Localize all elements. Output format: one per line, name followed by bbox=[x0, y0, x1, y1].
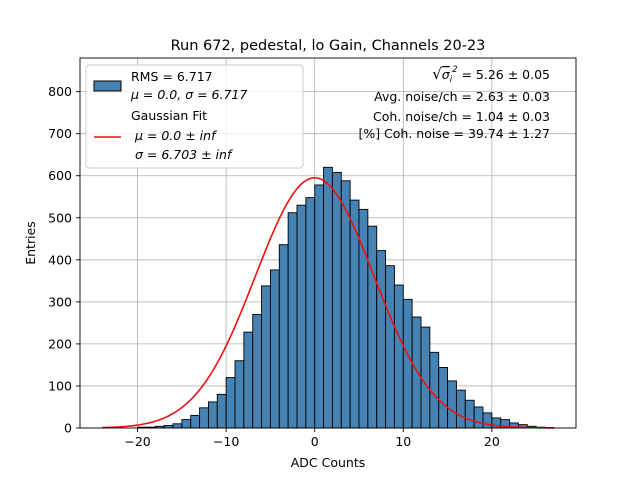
y-tick-label: 800 bbox=[48, 84, 72, 99]
legend-swatch-histogram bbox=[93, 80, 122, 92]
histogram-bar bbox=[447, 380, 457, 429]
x-tick-label: 20 bbox=[484, 434, 500, 449]
annotation-coh-noise: Coh. noise/ch = 1.04 ± 0.03 bbox=[373, 109, 550, 124]
histogram-bar bbox=[323, 166, 333, 429]
histogram-bar bbox=[181, 419, 192, 429]
histogram-bar bbox=[376, 250, 387, 429]
y-tick-label: 500 bbox=[48, 210, 72, 225]
histogram-bar bbox=[340, 180, 351, 429]
x-axis-label: ADC Counts bbox=[291, 455, 366, 470]
gaussian-fit-curve bbox=[102, 177, 554, 429]
histogram-bar bbox=[296, 204, 307, 429]
histogram-bar bbox=[455, 389, 466, 429]
legend-label-fit: Gaussian Fit bbox=[131, 108, 207, 123]
histogram-bar bbox=[314, 184, 325, 429]
histogram-bar bbox=[207, 401, 218, 429]
chart-title: Run 672, pedestal, lo Gain, Channels 20-… bbox=[171, 38, 486, 54]
histogram-bar bbox=[411, 316, 422, 429]
annotation-avg-noise: Avg. noise/ch = 2.63 ± 0.03 bbox=[374, 89, 550, 104]
legend-label-mu-sigma: μ = 0.0, σ = 6.717 bbox=[130, 87, 247, 102]
histogram-bar bbox=[420, 326, 431, 429]
histogram-bar bbox=[367, 225, 378, 429]
histogram-bar bbox=[190, 414, 201, 429]
histogram-bar bbox=[429, 351, 440, 429]
legend-label-fit-sigma: σ = 6.703 ± inf bbox=[135, 147, 233, 162]
legend-label-fit-mu: μ = 0.0 ± inf bbox=[134, 128, 217, 143]
x-axis-ticks: −20 −10 0 10 20 bbox=[124, 428, 500, 449]
histogram-bar bbox=[269, 269, 280, 429]
histogram-bar bbox=[199, 407, 209, 429]
x-tick-label: 0 bbox=[311, 434, 319, 449]
y-tick-label: 100 bbox=[48, 378, 72, 393]
y-tick-label: 200 bbox=[48, 336, 72, 351]
legend: RMS = 6.717 μ = 0.0, σ = 6.717 Gaussian … bbox=[85, 64, 304, 169]
histogram-bar bbox=[438, 367, 449, 429]
histogram-bar bbox=[252, 314, 263, 429]
histogram-bar bbox=[278, 244, 289, 429]
annotation-sigma-i: √σi2 = 5.26 ± 0.05 bbox=[432, 65, 550, 85]
y-axis-ticks: 0 100 200 300 400 500 600 700 800 bbox=[48, 84, 80, 436]
x-tick-label: −20 bbox=[124, 434, 150, 449]
histogram-bar bbox=[287, 212, 298, 429]
sigma-superscript: 2 bbox=[452, 65, 457, 75]
histogram-bar bbox=[385, 265, 395, 429]
histogram-bar bbox=[216, 393, 227, 429]
histogram-bar bbox=[243, 331, 254, 429]
y-tick-label: 400 bbox=[48, 252, 72, 267]
histogram-bar bbox=[482, 412, 493, 429]
sigma-symbol: σ bbox=[442, 67, 451, 82]
x-tick-label: 10 bbox=[395, 434, 411, 449]
y-tick-label: 700 bbox=[48, 126, 72, 141]
histogram-bar bbox=[473, 406, 484, 429]
legend-label-rms: RMS = 6.717 bbox=[131, 69, 213, 84]
histogram-bar bbox=[225, 377, 236, 429]
x-tick-label: −10 bbox=[213, 434, 239, 449]
legend-box bbox=[85, 64, 304, 169]
histogram-bar bbox=[464, 399, 475, 429]
y-tick-label: 0 bbox=[64, 421, 72, 436]
histogram-bar bbox=[234, 360, 245, 429]
annotation-coh-percent: [%] Coh. noise = 39.74 ± 1.27 bbox=[358, 126, 550, 141]
sqrt-symbol: √ bbox=[432, 65, 442, 83]
y-tick-label: 600 bbox=[48, 168, 72, 183]
histogram-bar bbox=[261, 285, 271, 429]
histogram-bar bbox=[172, 423, 183, 429]
histogram-bar bbox=[305, 197, 316, 429]
plot-frame bbox=[79, 57, 577, 429]
sigma-subscript: i bbox=[450, 75, 453, 85]
y-tick-label: 300 bbox=[48, 294, 72, 309]
histogram-bar bbox=[393, 284, 404, 429]
y-axis-label: Entries bbox=[23, 221, 38, 265]
histogram-bar bbox=[402, 298, 413, 429]
sigma-i-value: = 5.26 ± 0.05 bbox=[457, 67, 550, 82]
histogram-bar bbox=[331, 171, 342, 429]
annotations: √σi2 = 5.26 ± 0.05 Avg. noise/ch = 2.63 … bbox=[358, 65, 550, 141]
